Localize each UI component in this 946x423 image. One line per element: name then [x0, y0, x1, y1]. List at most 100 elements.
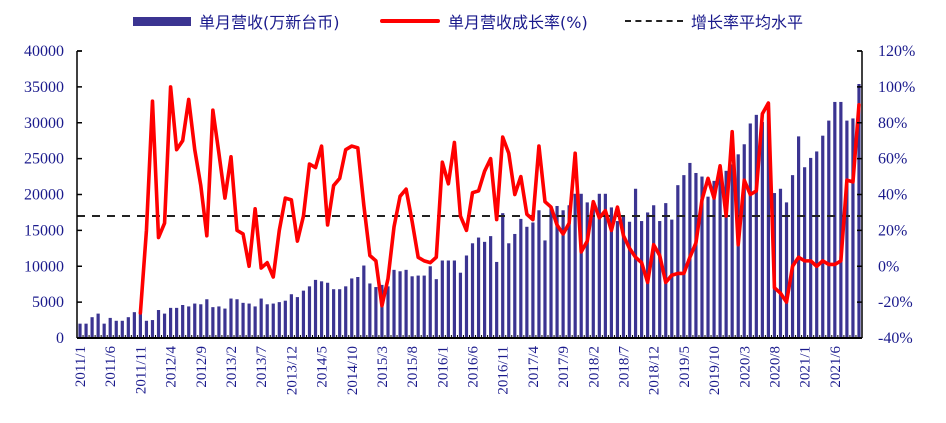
- revenue-bar: [815, 151, 819, 338]
- left-axis-tick-label: 10000: [24, 258, 64, 275]
- x-axis-tick-label: 2017/4: [526, 346, 542, 388]
- revenue-bar: [187, 306, 191, 338]
- growth-rate-line: [138, 85, 861, 315]
- x-axis-tick-label: 2018/12: [647, 346, 663, 395]
- x-axis-tick-label: 2018/2: [586, 346, 602, 388]
- revenue-bar: [495, 261, 499, 338]
- revenue-bar: [205, 299, 209, 338]
- revenue-bar: [555, 205, 559, 338]
- revenue-bar: [790, 175, 795, 338]
- revenue-bar: [90, 317, 94, 338]
- revenue-bar: [374, 287, 378, 338]
- revenue-bar: [718, 174, 722, 338]
- revenue-bar: [253, 306, 257, 338]
- revenue-bar: [591, 204, 595, 338]
- x-axis-tick-label: 2013/12: [284, 346, 300, 395]
- bar-swatch-icon: [133, 16, 191, 26]
- revenue-bar: [470, 243, 475, 338]
- revenue-bar: [265, 304, 269, 338]
- revenue-bar: [138, 312, 142, 338]
- x-axis-tick-label: 2019/10: [707, 346, 723, 395]
- x-axis-tick-label: 2017/9: [556, 346, 572, 388]
- revenue-bar: [126, 317, 130, 338]
- revenue-bar: [464, 255, 469, 338]
- revenue-bar: [549, 207, 553, 338]
- revenue-bar: [404, 269, 408, 338]
- left-axis-tick-label: 15000: [24, 222, 64, 239]
- right-axis-tick-label: 20%: [878, 222, 907, 239]
- revenue-bar: [579, 193, 583, 338]
- revenue-bar: [627, 221, 632, 338]
- revenue-bar: [313, 279, 318, 338]
- revenue-bars: [78, 84, 861, 339]
- revenue-bar: [84, 323, 88, 338]
- revenue-bar: [440, 260, 444, 338]
- revenue-bar: [434, 279, 438, 338]
- x-axis-tick-label: 2019/5: [677, 346, 693, 388]
- revenue-bar: [102, 323, 106, 338]
- revenue-bar: [108, 317, 112, 338]
- revenue-bar: [241, 302, 245, 338]
- revenue-bar: [803, 167, 807, 338]
- revenue-bar: [609, 207, 613, 338]
- revenue-bar: [615, 221, 620, 338]
- x-axis-tick-label: 2021/1: [798, 346, 814, 388]
- revenue-bar: [326, 282, 330, 338]
- revenue-bar: [664, 203, 668, 338]
- x-axis-tick-label: 2016/1: [435, 346, 451, 388]
- revenue-bar: [458, 272, 463, 338]
- revenue-bar: [295, 297, 299, 338]
- revenue-bar: [603, 193, 607, 338]
- revenue-bar: [652, 205, 656, 338]
- revenue-bar: [422, 275, 426, 338]
- revenue-bar: [368, 283, 372, 338]
- revenue-bar: [193, 303, 197, 338]
- revenue-bar: [585, 202, 589, 338]
- left-axis-tick-label: 30000: [24, 115, 64, 132]
- revenue-bar: [543, 240, 547, 338]
- revenue-bar: [289, 294, 293, 338]
- x-axis-tick-label: 2014/10: [345, 346, 361, 395]
- x-axis-tick-label: 2018/7: [616, 346, 632, 388]
- revenue-bar: [217, 306, 221, 338]
- x-axis-tick-label: 2021/6: [828, 346, 844, 388]
- revenue-bar: [356, 277, 360, 338]
- revenue-bar: [229, 298, 233, 338]
- revenue-bar: [398, 271, 402, 338]
- revenue-bar: [851, 118, 855, 338]
- x-axis-tick-label: 2016/11: [496, 346, 512, 395]
- revenue-bar: [531, 222, 535, 338]
- revenue-bar: [156, 310, 161, 338]
- revenue-bar: [597, 193, 601, 338]
- x-axis-tick-label: 2016/6: [466, 346, 482, 388]
- right-axis-tick-label: 60%: [878, 151, 907, 168]
- left-axis-tick-label: 20000: [24, 187, 64, 204]
- x-axis-tick-label: 2012/4: [164, 346, 180, 388]
- revenue-bar: [633, 188, 638, 338]
- revenue-bar: [567, 205, 571, 338]
- revenue-bar: [784, 202, 789, 338]
- revenue-bar: [277, 302, 281, 339]
- revenue-bar: [670, 219, 674, 338]
- revenue-bar: [162, 313, 167, 338]
- revenue-bar: [700, 176, 704, 338]
- revenue-bar: [446, 260, 450, 338]
- legend-label-growth: 单月营收成长率(%): [448, 13, 588, 32]
- legend-item-average: 增长率平均水平: [625, 8, 803, 34]
- right-axis-tick-label: 80%: [878, 115, 907, 132]
- revenue-bar: [742, 144, 746, 338]
- x-axis-tick-label: 2011/1: [73, 346, 89, 387]
- revenue-bar: [658, 221, 662, 338]
- axes: 0 5000 10000 15000 20000 25000 30000 35000 40000…: [24, 43, 915, 395]
- x-axis-tick-label: 2020/8: [767, 346, 783, 388]
- x-axis-tick-label: 2013/7: [254, 346, 270, 388]
- revenue-bar: [525, 226, 529, 338]
- revenue-bar: [748, 123, 752, 338]
- revenue-bar: [319, 281, 324, 338]
- x-axis-tick-label: 2012/9: [194, 346, 210, 388]
- revenue-bar: [519, 218, 523, 338]
- revenue-bar: [144, 320, 149, 338]
- revenue-bar: [621, 216, 626, 338]
- left-axis-tick-label: 5000: [32, 294, 64, 311]
